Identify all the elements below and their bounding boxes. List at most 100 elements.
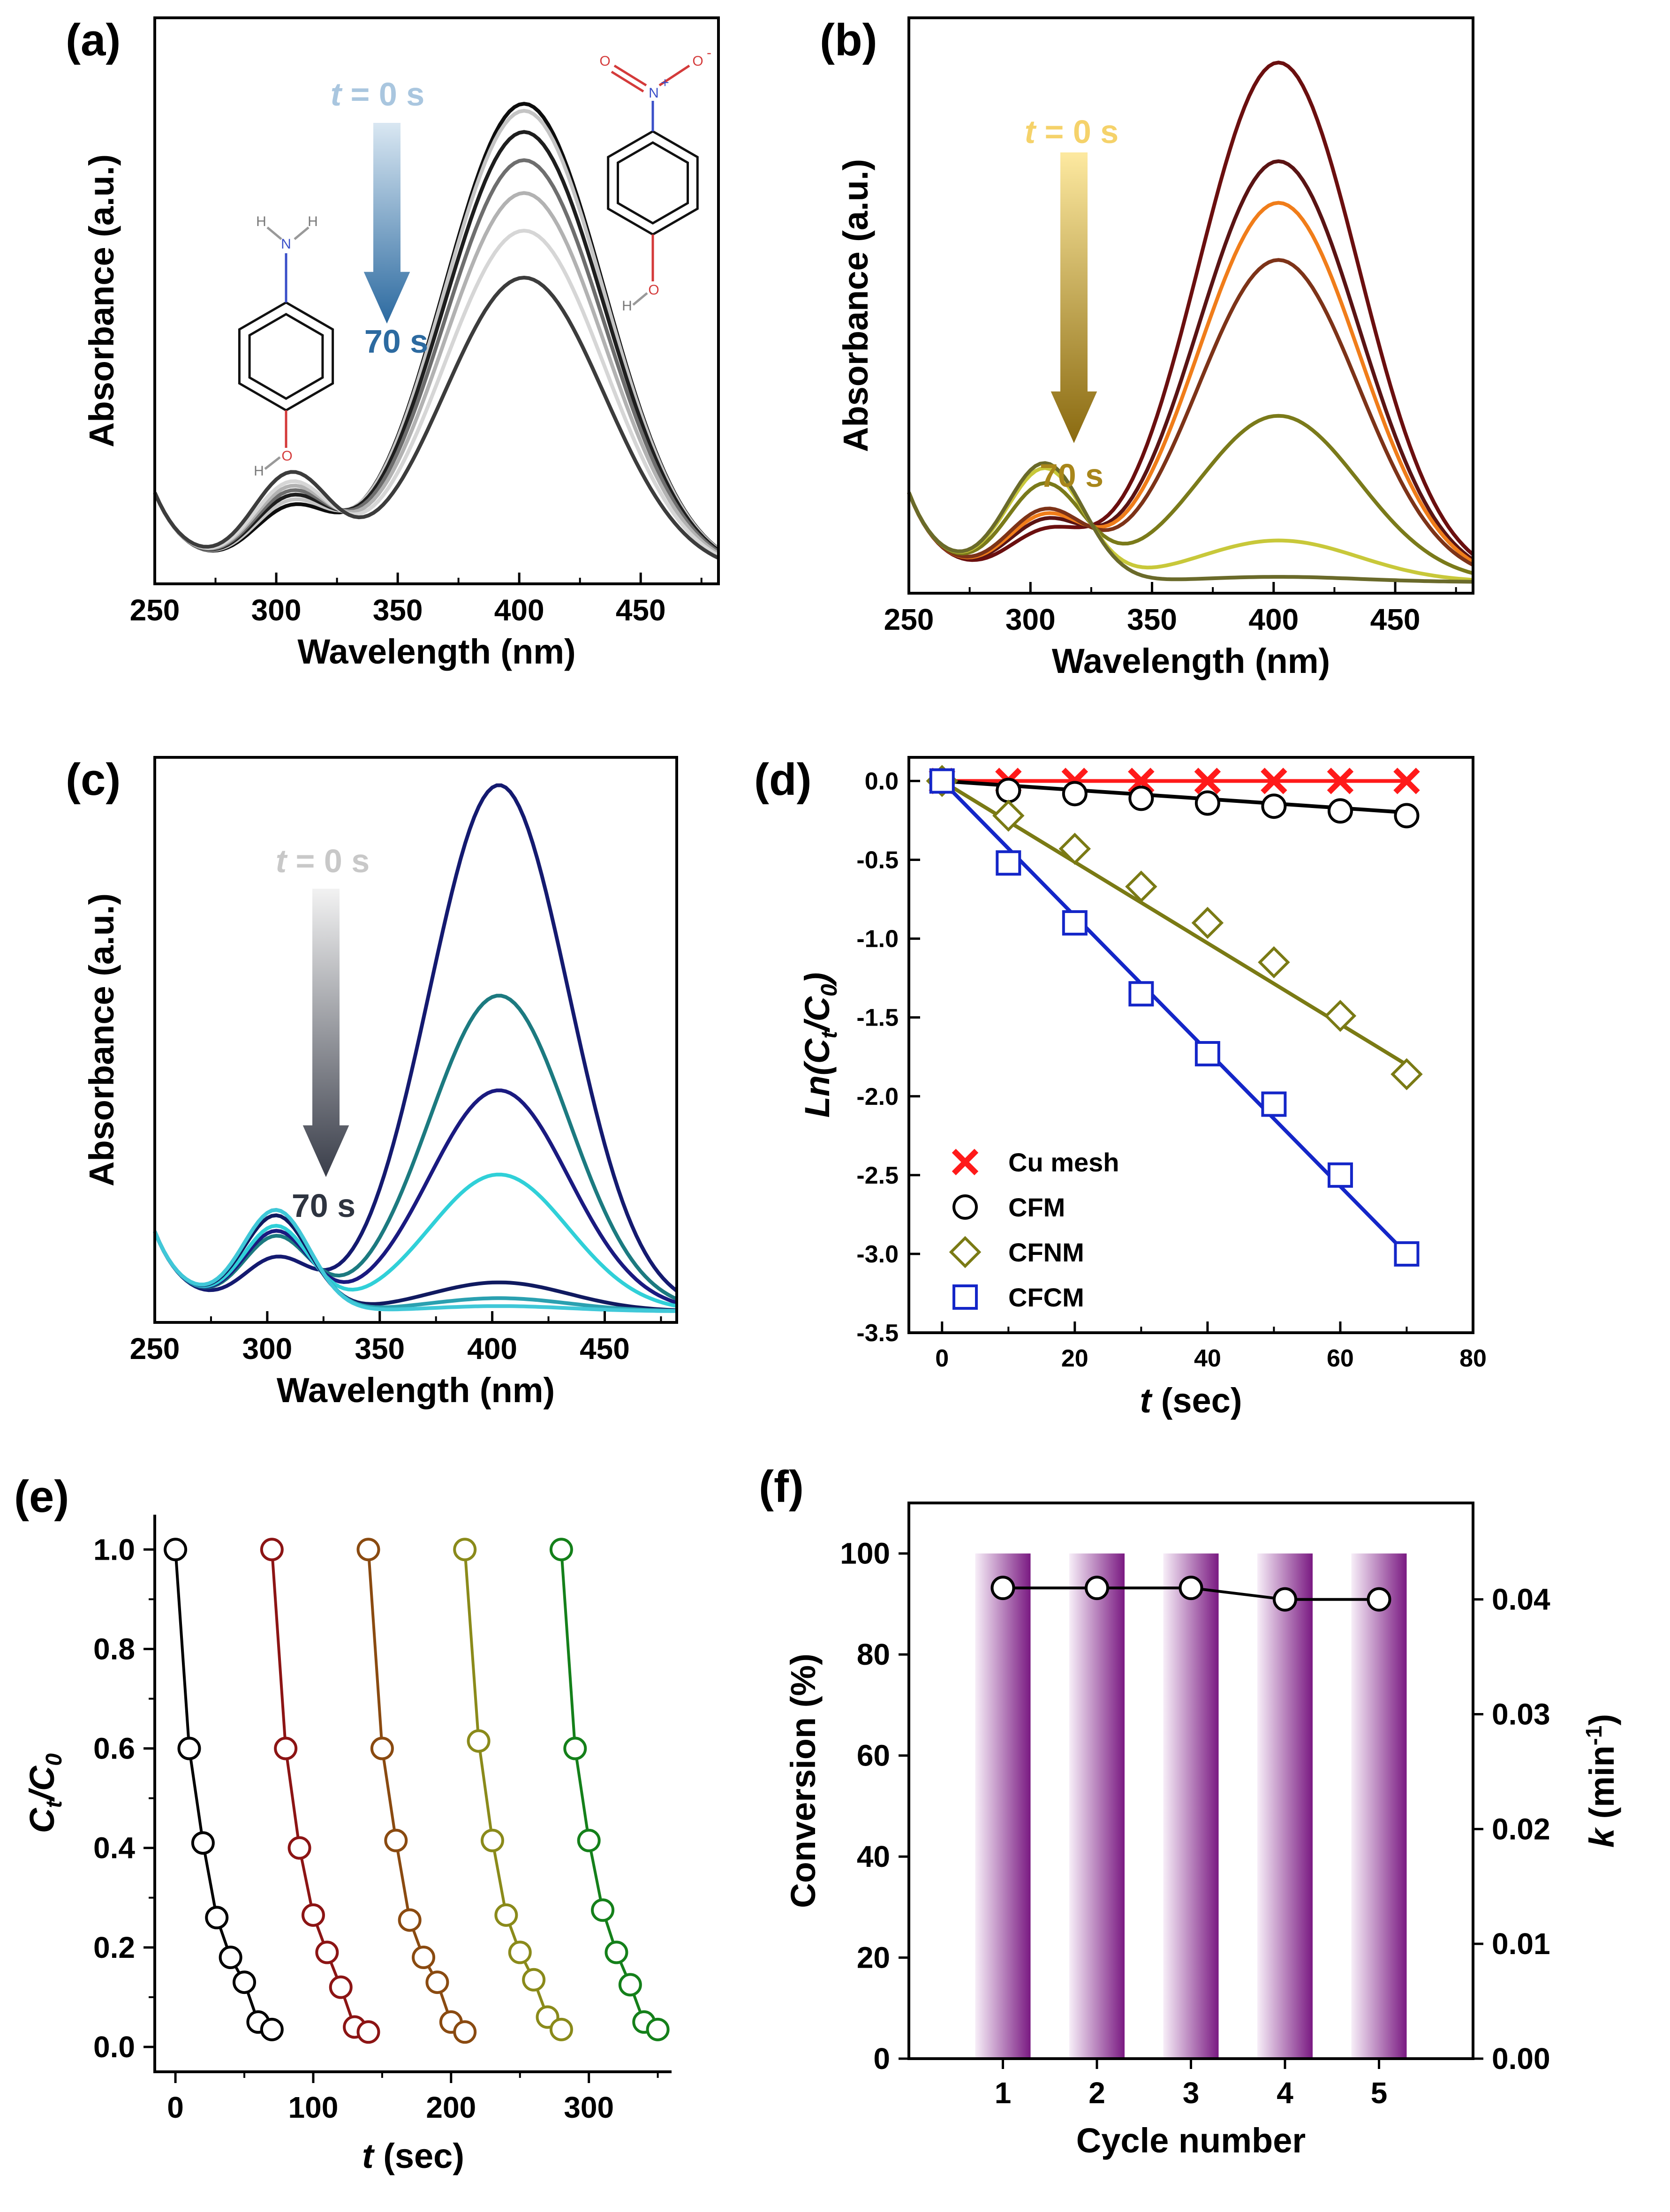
panel-d: 0 20 40 60 80 0.0 -0.5 -1.0 -1.5 -2.0 -2.5 -3.0 -3.5… bbox=[754, 755, 1487, 1420]
data-point-x bbox=[1194, 768, 1221, 794]
data-point bbox=[260, 2017, 284, 2041]
data-point-x bbox=[1327, 768, 1354, 794]
spectrum-curve-s2 bbox=[153, 109, 720, 552]
atom-o: O bbox=[281, 448, 292, 464]
charge-plus: + bbox=[661, 75, 669, 91]
data-point-diamond bbox=[949, 1236, 982, 1268]
y-tick-label: 0.8 bbox=[93, 1632, 135, 1666]
data-point bbox=[370, 1736, 394, 1760]
spectrum-curve-s3 bbox=[907, 201, 1474, 564]
k-data-point bbox=[990, 1576, 1015, 1600]
data-point-circle bbox=[1128, 785, 1154, 811]
panel-f: 1 2 3 4 5 0 20 40 60 80 100 0.00 0.01 0.02 0.03 0.04 Cyc… bbox=[759, 1462, 1621, 2160]
data-point-x bbox=[1393, 768, 1420, 794]
series-cycle-3 bbox=[356, 1538, 477, 2044]
panel-b: 250 300 350 400 450 Wavelength (nm) Absorbance… bbox=[820, 15, 1474, 680]
panel-label: (e) bbox=[14, 1472, 69, 1522]
atom-h: H bbox=[256, 214, 266, 229]
x-tick-label: 60 bbox=[1327, 1345, 1354, 1372]
bar-cycle-3 bbox=[1163, 1553, 1219, 2059]
data-point-diamond bbox=[1058, 832, 1091, 865]
k-data-point bbox=[1179, 1576, 1203, 1600]
plot-frame bbox=[153, 756, 678, 1324]
panel-label: (c) bbox=[66, 755, 121, 805]
x-axis-label: Wavelength (nm) bbox=[277, 1371, 555, 1410]
y-tick-label: 0.6 bbox=[93, 1732, 135, 1766]
atom-h: H bbox=[622, 298, 632, 314]
y-right-tick-label: 0.00 bbox=[1492, 2042, 1550, 2076]
x-tick-label: 300 bbox=[564, 2091, 614, 2124]
molecule-aminophenol bbox=[238, 226, 334, 470]
x-tick-label: 0 bbox=[935, 1345, 949, 1372]
bond-o-h bbox=[632, 292, 648, 306]
bar-cycle-4 bbox=[1257, 1553, 1313, 2059]
data-point-diamond bbox=[1191, 906, 1224, 939]
data-point bbox=[494, 1903, 518, 1927]
data-point-circle bbox=[1261, 793, 1287, 819]
atom-h: H bbox=[308, 214, 318, 229]
data-point-diamond bbox=[1324, 1000, 1357, 1032]
data-point bbox=[177, 1736, 201, 1760]
panel-e: 0 100 200 300 0.0 0.2 0.4 0.6 0.8 1.0 t (sec) Ct/C0… bbox=[14, 1472, 672, 2175]
y-right-tick-label: 0.02 bbox=[1492, 1812, 1550, 1846]
atom-n: N bbox=[649, 85, 659, 101]
data-point-square bbox=[1194, 1041, 1220, 1066]
data-point-x bbox=[952, 1148, 979, 1176]
atom-o: O bbox=[692, 53, 703, 69]
y-tick-label: 0.0 bbox=[93, 2030, 135, 2064]
x-tick-label: 300 bbox=[1005, 603, 1056, 636]
data-point bbox=[549, 1538, 573, 1562]
plot-frame bbox=[907, 756, 1474, 1334]
spectrum-curve-s1 bbox=[153, 783, 678, 1292]
benzene-ring bbox=[607, 130, 699, 236]
panel-c: 250 300 350 400 450 Wavelength (nm) Absorbance… bbox=[66, 755, 678, 1410]
data-point bbox=[301, 1903, 325, 1927]
y-tick-label: -2.0 bbox=[856, 1083, 899, 1110]
y-left-tick-label: 20 bbox=[857, 1941, 890, 1975]
trend-arrow bbox=[363, 123, 410, 324]
data-point-square bbox=[929, 768, 955, 794]
series-cycle-2 bbox=[260, 1538, 380, 2044]
bar-cycle-5 bbox=[1351, 1553, 1407, 2059]
x-tick-label: 450 bbox=[616, 593, 666, 627]
y-right-tick-label: 0.01 bbox=[1492, 1927, 1550, 1961]
data-point-diamond bbox=[992, 800, 1025, 832]
y-tick-label: -3.0 bbox=[856, 1241, 899, 1268]
molecule-nitrophenol bbox=[607, 64, 699, 306]
x-tick-label: 3 bbox=[1183, 2076, 1200, 2110]
x-axis-label: t (sec) bbox=[1140, 1381, 1242, 1420]
x-tick-label: 350 bbox=[373, 593, 423, 627]
legend: Cu mesh CFM CFNM CFCM bbox=[949, 1148, 1119, 1312]
bar-cycle-1 bbox=[975, 1553, 1031, 2059]
x-tick-label: 5 bbox=[1371, 2076, 1388, 2110]
y-left-tick-label: 60 bbox=[857, 1739, 890, 1773]
spectrum-curve-s7 bbox=[153, 1208, 677, 1313]
data-point-diamond bbox=[1258, 946, 1290, 979]
data-point bbox=[219, 1946, 242, 1970]
y-left-tick-label: 80 bbox=[857, 1638, 890, 1671]
x-tick-label: 350 bbox=[1127, 603, 1177, 636]
y-right-tick-label: 0.04 bbox=[1492, 1583, 1550, 1616]
data-point bbox=[480, 1828, 504, 1852]
bond-n-h bbox=[294, 226, 310, 240]
data-point bbox=[260, 1538, 284, 1562]
data-point bbox=[453, 1538, 477, 1562]
data-point bbox=[453, 2020, 477, 2044]
panel-label: (b) bbox=[820, 15, 877, 65]
series-cycle-5 bbox=[549, 1538, 670, 2041]
x-axis-label: Wavelength (nm) bbox=[297, 632, 575, 671]
x-tick-label: 250 bbox=[884, 603, 934, 636]
x-tick-label: 2 bbox=[1088, 2076, 1105, 2110]
data-point bbox=[356, 2020, 380, 2044]
x-tick-label: 400 bbox=[494, 593, 544, 627]
y-tick-label: 0.4 bbox=[93, 1831, 135, 1865]
y-axis-label: Absorbance (a.u.) bbox=[836, 159, 875, 452]
trend-arrow bbox=[1050, 152, 1097, 443]
data-point bbox=[315, 1940, 339, 1964]
spectrum-curve-s4 bbox=[907, 258, 1474, 567]
x-axis-label: Cycle number bbox=[1076, 2121, 1306, 2160]
data-point bbox=[591, 1898, 615, 1922]
data-point bbox=[618, 1973, 642, 1997]
y-axis-label: Ct/C0 bbox=[23, 1753, 67, 1833]
